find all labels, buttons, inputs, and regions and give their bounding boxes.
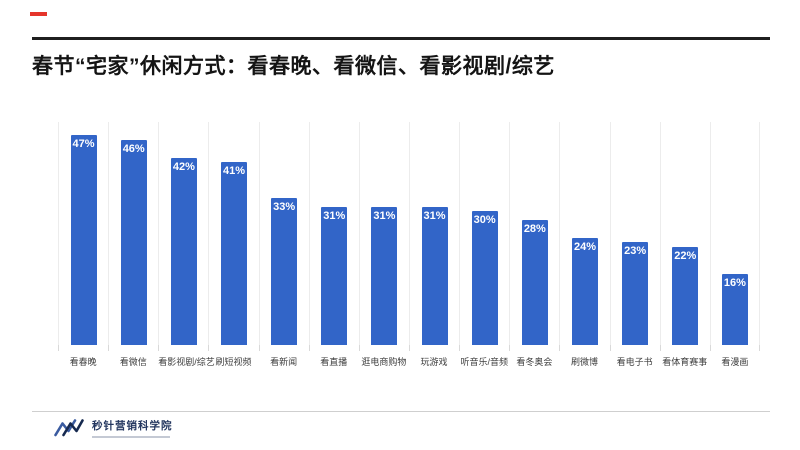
gridline-cell: 46% (108, 122, 158, 345)
bar: 24% (571, 238, 598, 345)
bar: 22% (672, 247, 699, 345)
footer-rule (32, 411, 770, 412)
category-label: 听音乐/音频 (460, 357, 508, 367)
gridline-cell: 23% (609, 122, 660, 345)
bar-value-label: 24% (573, 241, 596, 253)
logo: 秒针营销科学院 (54, 418, 173, 438)
category-label: 逛电商购物 (361, 357, 407, 367)
axis-tick (58, 345, 108, 351)
bar: 31% (421, 207, 448, 345)
category-label: 看冬奥会 (516, 357, 553, 367)
chart-column: 46% 看微信 (108, 122, 158, 382)
gridline-cell: 42% (158, 122, 208, 345)
bar-value-label: 42% (172, 161, 195, 173)
category-label: 看微信 (119, 357, 147, 367)
bar: 31% (321, 207, 348, 345)
gridline-cell: 31% (408, 122, 459, 345)
bar-value-label: 47% (72, 138, 95, 150)
bar-value-label: 33% (273, 201, 296, 213)
chart-column: 31% 逛电商购物 (358, 122, 409, 382)
axis-tick (559, 345, 609, 351)
gridline-cell: 41% (208, 122, 258, 345)
category-label: 看影视剧/综艺 (158, 357, 215, 367)
chart-column: 24% 刷微博 (559, 122, 609, 382)
chart-column: 28% 看冬奥会 (509, 122, 559, 382)
bar: 41% (220, 162, 247, 345)
chart-column: 31% 玩游戏 (408, 122, 459, 382)
category-label: 刷短视频 (215, 357, 252, 367)
category-label: 看春晚 (69, 357, 97, 367)
logo-text: 秒针营销科学院 (92, 420, 173, 432)
bar: 28% (521, 220, 548, 345)
axis-tick (258, 345, 309, 351)
axis-tick (709, 345, 760, 351)
axis-tick (308, 345, 359, 351)
bar: 47% (70, 135, 97, 345)
chart-column: 33% 看新闻 (258, 122, 309, 382)
category-label: 刷微博 (570, 357, 598, 367)
logo-tagline-line (92, 436, 170, 438)
bar-value-label: 31% (423, 210, 446, 222)
category-label: 看漫画 (721, 357, 749, 367)
category-label: 看新闻 (270, 357, 298, 367)
logo-text-block: 秒针营销科学院 (92, 418, 173, 438)
chart-column: 30% 听音乐/音频 (459, 122, 509, 382)
bar-value-label: 41% (222, 165, 245, 177)
axis-tick (108, 345, 158, 351)
chart-column: 41% 刷短视频 (208, 122, 258, 382)
bar-value-label: 22% (674, 250, 697, 262)
bar: 46% (120, 140, 147, 345)
gridline-cell: 30% (459, 122, 509, 345)
gridline-cell: 31% (358, 122, 409, 345)
bar-value-label: 28% (523, 223, 546, 235)
axis-tick (459, 345, 509, 351)
axis-tick (509, 345, 559, 351)
chart-column: 47% 看春晚 (58, 122, 108, 382)
gridline-cell: 47% (58, 122, 108, 345)
gridline-cell: 16% (709, 122, 760, 345)
title-rule (32, 37, 770, 40)
page-title: 春节“宅家”休闲方式：看春晚、看微信、看影视剧/综艺 (32, 55, 555, 78)
bar-value-label: 30% (473, 214, 496, 226)
gridline-cell: 31% (308, 122, 359, 345)
chart-column: 16% 看漫画 (709, 122, 760, 382)
gridline-cell: 22% (659, 122, 710, 345)
bar: 42% (170, 158, 197, 345)
axis-tick (158, 345, 208, 351)
category-label: 看体育赛事 (662, 357, 708, 367)
axis-tick (659, 345, 710, 351)
category-label: 玩游戏 (420, 357, 448, 367)
bar: 16% (721, 274, 748, 345)
bar-value-label: 31% (373, 210, 396, 222)
bar: 31% (371, 207, 398, 345)
bar-value-label: 23% (624, 245, 647, 257)
bar-chart: 47% 看春晚 46% 看微信 42% 看影视剧/综艺 41% 刷短视频 33% 看新闻 31% 看直… (58, 122, 760, 382)
category-label: 看直播 (320, 357, 348, 367)
chart-column: 23% 看电子书 (609, 122, 660, 382)
chart-column: 22% 看体育赛事 (659, 122, 710, 382)
accent-dash (30, 12, 47, 16)
logo-zigzag-icon (54, 418, 84, 438)
axis-tick (358, 345, 409, 351)
bar-value-label: 46% (122, 143, 145, 155)
bar: 30% (471, 211, 498, 345)
category-label: 看电子书 (616, 357, 653, 367)
axis-tick (208, 345, 258, 351)
gridline-cell: 33% (258, 122, 309, 345)
axis-tick (609, 345, 660, 351)
chart-column: 42% 看影视剧/综艺 (158, 122, 215, 382)
gridline-cell: 28% (509, 122, 559, 345)
gridline-cell: 24% (559, 122, 609, 345)
bar-value-label: 16% (723, 277, 746, 289)
axis-tick (408, 345, 459, 351)
bar: 23% (622, 242, 649, 345)
bar: 33% (271, 198, 298, 345)
bar-value-label: 31% (323, 210, 346, 222)
chart-column: 31% 看直播 (308, 122, 359, 382)
